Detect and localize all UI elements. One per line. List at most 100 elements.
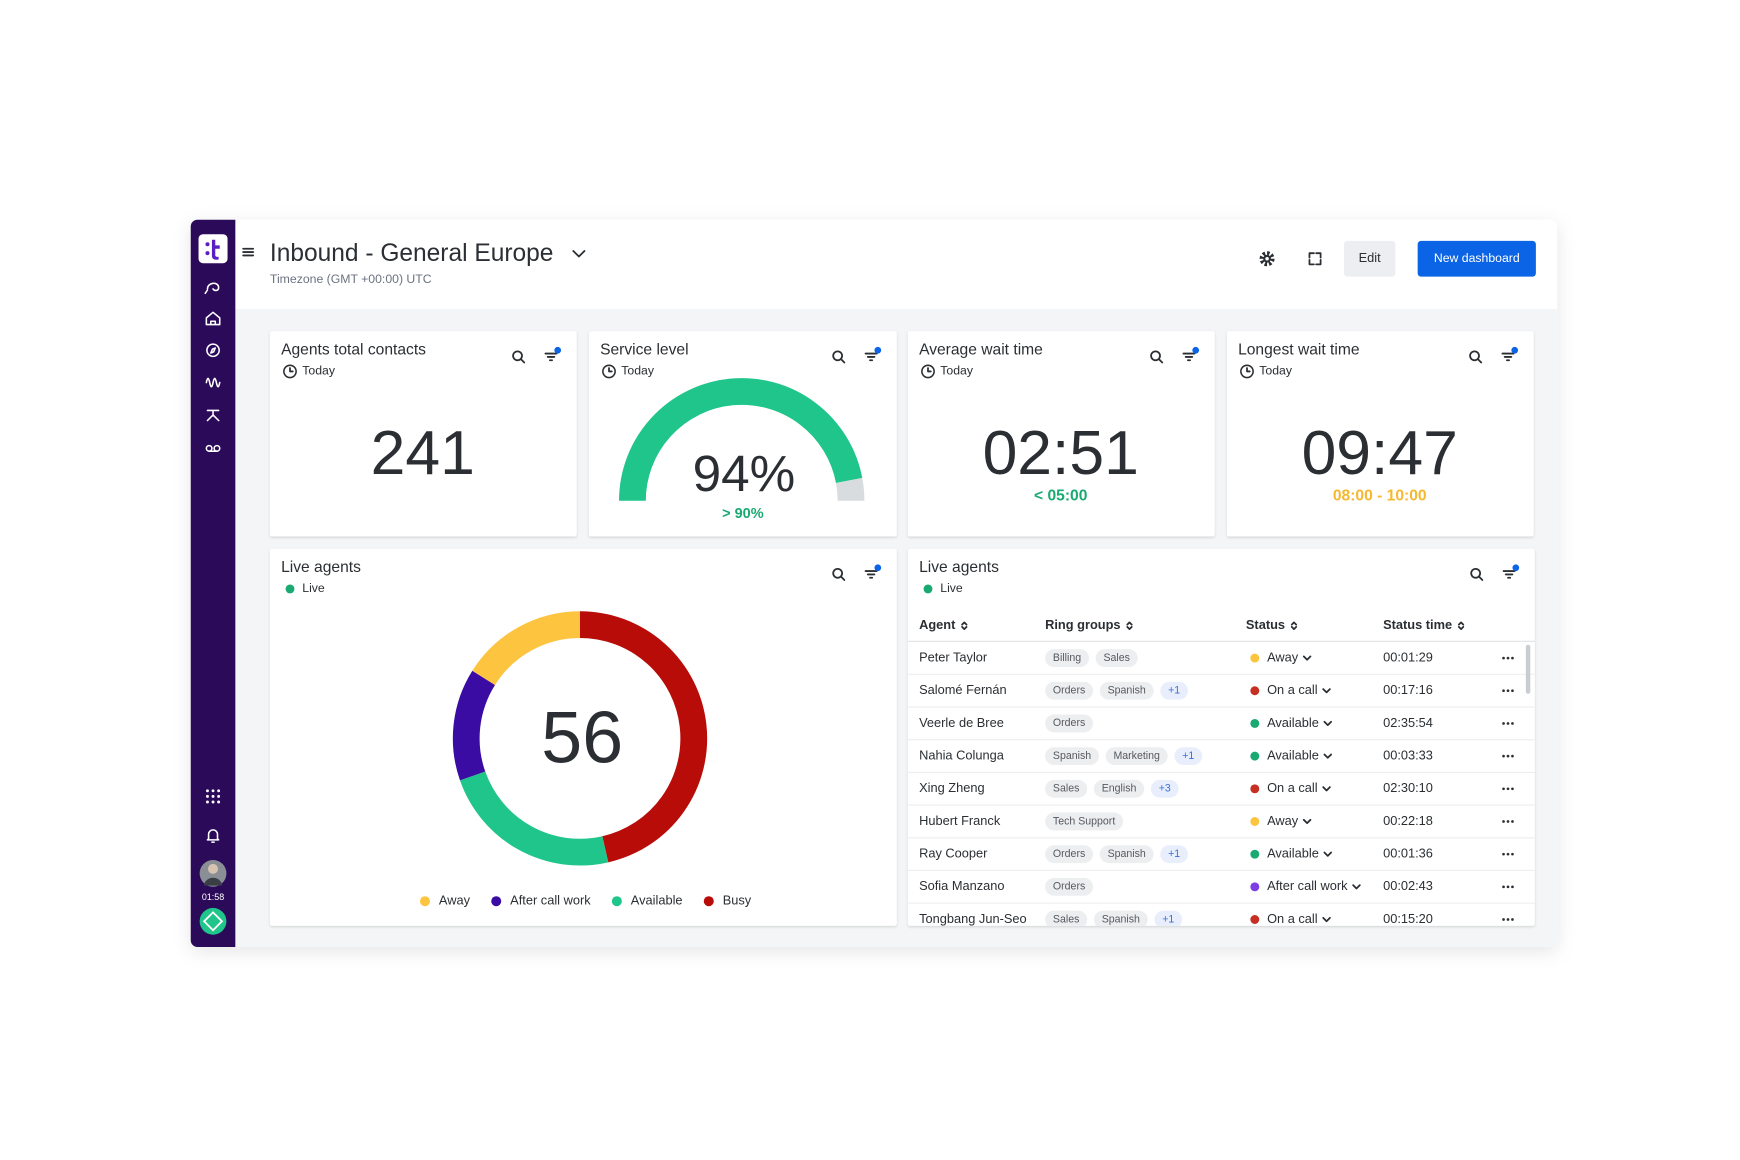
row-menu-dot[interactable] <box>1502 852 1505 856</box>
sort-icon[interactable] <box>961 621 968 630</box>
agent-status[interactable]: Away <box>1267 813 1299 828</box>
row-menu-dot[interactable] <box>1511 689 1514 693</box>
legend-label[interactable]: Away <box>439 893 471 908</box>
agent-status[interactable]: Available <box>1267 715 1319 730</box>
search-icon[interactable] <box>1470 567 1482 579</box>
agent-status[interactable]: Available <box>1267 748 1319 763</box>
legend-swatch[interactable] <box>419 896 430 907</box>
sort-icon[interactable] <box>1290 621 1298 630</box>
search-icon[interactable] <box>1469 350 1480 362</box>
row-menu-dot[interactable] <box>1502 656 1505 660</box>
legend-swatch[interactable] <box>703 896 714 907</box>
title-dropdown[interactable] <box>572 250 586 258</box>
legend-label[interactable]: After call work <box>510 893 591 908</box>
row-menu-dot[interactable] <box>1511 852 1514 856</box>
settings-button[interactable] <box>1259 251 1275 267</box>
status-dropdown[interactable] <box>1322 916 1331 923</box>
filter-button[interactable] <box>1501 352 1515 362</box>
column-header[interactable]: Status time <box>1383 617 1452 632</box>
ring-group-label: +1 <box>1182 750 1194 762</box>
row-menu-dot[interactable] <box>1502 689 1505 693</box>
status-dot <box>1250 882 1260 892</box>
row-menu-dot[interactable] <box>1502 820 1505 823</box>
legend-label[interactable]: Available <box>631 893 683 908</box>
row-menu-dot[interactable] <box>1511 787 1514 791</box>
legend-swatch[interactable] <box>611 896 622 907</box>
row-menu-dot[interactable] <box>1511 918 1514 921</box>
row-menu-dot[interactable] <box>1506 820 1510 823</box>
agent-status[interactable]: After call work <box>1267 878 1348 893</box>
filter-button[interactable] <box>544 352 558 362</box>
filter-button[interactable] <box>864 352 878 362</box>
column-header[interactable]: Ring groups <box>1045 617 1120 632</box>
donut-segment <box>459 771 609 866</box>
filter-active-dot <box>1512 564 1520 572</box>
legend-label[interactable]: Busy <box>723 893 752 908</box>
search-icon[interactable] <box>832 350 844 362</box>
search-icon[interactable] <box>1150 350 1161 362</box>
row-menu-dot[interactable] <box>1502 787 1505 791</box>
row-menu-dot[interactable] <box>1506 918 1510 921</box>
status-dropdown[interactable] <box>1323 851 1333 857</box>
row-menu-dot[interactable] <box>1502 722 1505 725</box>
status-dropdown[interactable] <box>1302 818 1312 825</box>
fullscreen-button[interactable] <box>1308 252 1322 266</box>
sort-icon[interactable] <box>1457 621 1465 630</box>
status-dropdown[interactable] <box>1352 884 1361 890</box>
search-handle[interactable] <box>519 358 526 364</box>
row-menu-dot[interactable] <box>1511 885 1514 889</box>
agent-status[interactable]: On a call <box>1267 682 1318 697</box>
agent-status[interactable]: On a call <box>1267 780 1318 795</box>
row-menu-dot[interactable] <box>1511 820 1514 823</box>
row-menu-dot[interactable] <box>1506 722 1510 725</box>
legend-swatch[interactable] <box>491 896 502 907</box>
status-button[interactable] <box>199 907 227 935</box>
agent-status[interactable]: On a call <box>1267 911 1318 926</box>
status-dropdown[interactable] <box>1322 688 1331 694</box>
search-handle[interactable] <box>1478 575 1484 581</box>
row-menu-dot[interactable] <box>1502 918 1505 921</box>
status-dropdown[interactable] <box>1323 720 1333 727</box>
agent-name: Salomé Fernán <box>919 682 1007 697</box>
search-icon[interactable] <box>512 350 523 362</box>
menu-button[interactable] <box>242 247 255 257</box>
status-dropdown[interactable] <box>1322 786 1331 792</box>
dashboard-title[interactable]: Inbound - General Europe <box>270 240 554 267</box>
agent-status[interactable]: Available <box>1267 846 1319 861</box>
filter-button[interactable] <box>864 570 878 579</box>
row-menu-dot[interactable] <box>1506 689 1510 693</box>
row-menu-dot[interactable] <box>1506 852 1510 856</box>
row-menu-dot[interactable] <box>1511 722 1514 725</box>
search-handle[interactable] <box>840 358 846 364</box>
search-icon[interactable] <box>832 567 844 579</box>
search-handle[interactable] <box>1157 358 1164 364</box>
row-menu-dot[interactable] <box>1506 754 1510 758</box>
row-menu-dot[interactable] <box>1511 656 1514 660</box>
nav-icons[interactable] <box>204 282 221 843</box>
row-menu-dot[interactable] <box>1506 787 1510 791</box>
search-handle[interactable] <box>1476 358 1483 364</box>
status-dropdown[interactable] <box>1302 655 1312 661</box>
edit-button[interactable] <box>1344 240 1396 277</box>
search-handle[interactable] <box>840 575 846 581</box>
row-menu-dot[interactable] <box>1502 885 1505 889</box>
status-dropdown[interactable] <box>1323 753 1333 759</box>
new-dashboard-button[interactable] <box>1417 240 1536 277</box>
row-menu-dot[interactable] <box>1511 754 1514 758</box>
widget-card <box>588 331 897 537</box>
status-time: 00:17:16 <box>1383 682 1433 697</box>
widget-title: Service level <box>600 341 689 358</box>
filter-button[interactable] <box>1502 570 1516 579</box>
row-menu-dot[interactable] <box>1506 656 1510 660</box>
row-menu-dot[interactable] <box>1502 754 1505 758</box>
live-indicator <box>285 584 295 594</box>
agent-status[interactable]: Away <box>1267 649 1299 664</box>
ring-group-label: Spanish <box>1102 913 1140 925</box>
scrollbar[interactable] <box>1525 644 1531 694</box>
row-menu-dot[interactable] <box>1506 885 1510 889</box>
column-header[interactable]: Status <box>1246 617 1285 632</box>
ring-group-tag <box>1150 779 1179 798</box>
sort-icon[interactable] <box>1126 621 1133 630</box>
column-header[interactable]: Agent <box>919 617 956 632</box>
filter-button[interactable] <box>1182 352 1196 362</box>
